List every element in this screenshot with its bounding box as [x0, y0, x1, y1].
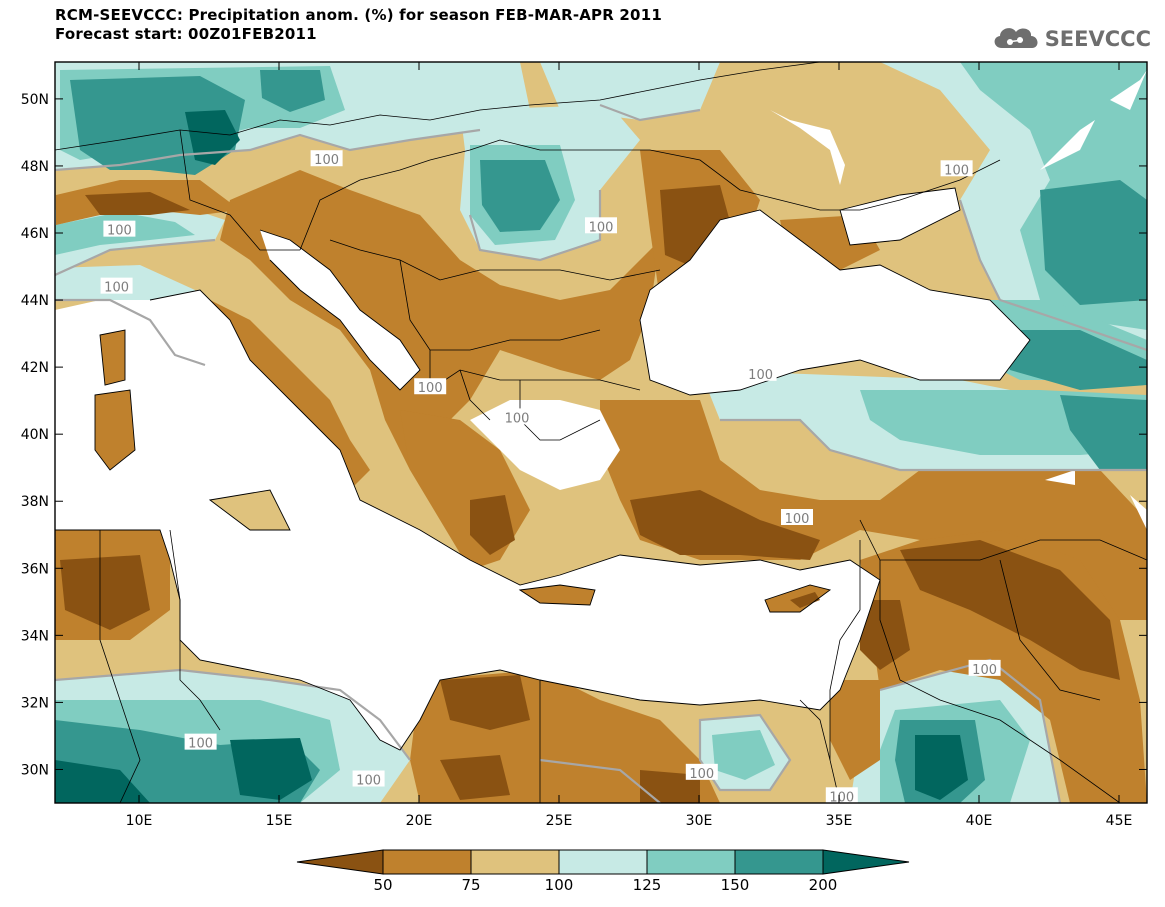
anomaly-field: 100 100 100 100 100 100 100 100 100 100 100 100 100 1…	[55, 62, 1147, 805]
contour-label-bg	[310, 150, 343, 167]
contour-label-bg	[352, 770, 385, 787]
dry-region-balkans	[220, 170, 660, 470]
contour-label: 100	[829, 790, 854, 805]
colorbar-label: 100	[545, 876, 574, 894]
forecast-start-label: Forecast start: 00Z01FEB2011	[55, 25, 317, 43]
mediterranean-sea	[55, 290, 880, 750]
lon-tick-label: 30E	[686, 813, 713, 829]
contour-label: 100	[356, 774, 381, 789]
contour-label: 100	[104, 281, 129, 296]
colorbar-label: 150	[721, 876, 750, 894]
lat-tick-label: 30N	[21, 762, 49, 778]
contour-label: 100	[589, 220, 614, 235]
logo-text: SEEVCCC	[1044, 27, 1151, 51]
contour-lines	[55, 103, 1147, 803]
lon-tick-label: 35E	[826, 813, 853, 829]
contour-label-bg	[968, 659, 1001, 676]
contour-label-bg	[685, 763, 718, 780]
contour-label-bg	[103, 220, 136, 237]
colorbar-125-150	[646, 849, 736, 875]
colorbar-label: 75	[461, 876, 480, 894]
lon-tick-label: 15E	[266, 813, 293, 829]
lon-tick-label: 40E	[966, 813, 993, 829]
lat-tick-label: 34N	[21, 628, 49, 644]
colorbar-label: 200	[809, 876, 838, 894]
latitude-axis: 50N 48N 46N 44N 42N 40N 38N 36N 34N 32N 30N	[21, 92, 1147, 778]
lat-tick-label: 50N	[21, 92, 49, 108]
contour-label: 100	[748, 368, 773, 383]
longitude-axis: 10E 15E 20E 25E 30E 35E 40E 45E	[126, 62, 1133, 829]
map-title: RCM-SEEVCCC: Precipitation anom. (%) for…	[55, 6, 662, 24]
contour-label-bg	[781, 509, 813, 525]
lon-tick-label: 20E	[406, 813, 433, 829]
lat-tick-label: 38N	[21, 494, 49, 510]
lon-tick-label: 10E	[126, 813, 153, 829]
cloud-icon	[990, 22, 1042, 56]
lat-tick-label: 36N	[21, 561, 49, 577]
lat-tick-label: 48N	[21, 159, 49, 175]
contour-label-bg	[184, 733, 217, 750]
contour-label-bg	[414, 378, 447, 395]
contour-label-bg	[940, 160, 973, 177]
contour-label: 100	[505, 411, 530, 426]
contour-label: 100	[972, 663, 997, 678]
colorbar-below-50	[296, 849, 384, 875]
contour-label-bg	[501, 408, 533, 425]
contour-label: 100	[944, 163, 969, 178]
colorbar: 50 75 100 125 150 200	[296, 849, 910, 894]
contour-label: 100	[418, 381, 443, 396]
colorbar-label: 50	[373, 876, 392, 894]
contour-label-bg	[825, 787, 858, 803]
lat-tick-label: 32N	[21, 695, 49, 711]
contour-label-bg	[100, 277, 133, 294]
contour-label: 100	[188, 737, 213, 752]
colorbar-100-125	[558, 849, 648, 875]
contour-label-bg	[585, 217, 617, 234]
coastlines	[55, 187, 1031, 751]
crete	[520, 585, 595, 605]
lon-tick-label: 25E	[546, 813, 573, 829]
sicily	[210, 490, 290, 530]
lat-tick-label: 40N	[21, 427, 49, 443]
colorbar-above-200	[822, 849, 910, 875]
contour-label: 100	[314, 153, 339, 168]
sardinia	[95, 390, 135, 470]
black-sea	[640, 210, 1030, 395]
contour-labels: 100 100 100 100 100 100 100 100 100 100 100 100 100 1…	[100, 150, 1001, 805]
country-borders	[55, 62, 1147, 803]
contour-label: 100	[107, 224, 132, 239]
contour-label: 100	[689, 767, 714, 782]
colorbar-75-100	[470, 849, 560, 875]
seevccc-logo: SEEVCCC	[990, 22, 1151, 56]
lat-tick-label: 46N	[21, 226, 49, 242]
contour-label: 100	[785, 512, 810, 527]
lat-tick-label: 42N	[21, 360, 49, 376]
colorbar-50-75	[382, 849, 472, 875]
colorbar-150-200	[734, 849, 824, 875]
contour-label-bg	[744, 364, 777, 381]
lon-tick-label: 45E	[1106, 813, 1133, 829]
map-frame	[54, 61, 1148, 804]
colorbar-label: 125	[633, 876, 662, 894]
lat-tick-label: 44N	[21, 293, 49, 309]
